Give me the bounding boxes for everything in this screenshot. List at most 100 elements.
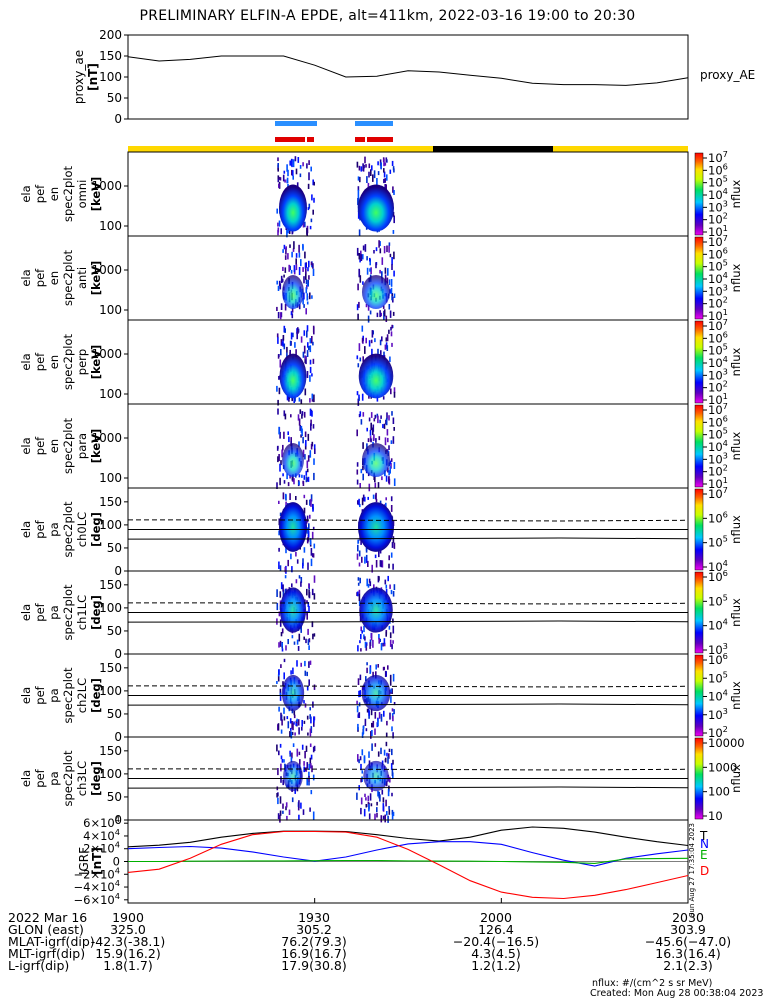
ephem-value: 1.8(1.7)	[103, 958, 153, 973]
spectrogram-speckle	[389, 681, 392, 686]
spectrogram-speckle	[312, 746, 315, 753]
spectrogram-speckle	[280, 763, 282, 772]
spectrogram-speckle	[288, 809, 291, 815]
spectrogram-speckle	[378, 712, 381, 719]
spectrogram-speckle	[366, 256, 368, 261]
colorbar-tick-label: 105	[708, 534, 728, 550]
spectrogram-speckle	[308, 346, 310, 351]
spectrogram-speckle	[378, 550, 380, 558]
spectrogram-speckle	[277, 408, 279, 415]
ephem-value: 305.2	[296, 922, 332, 937]
spectrogram-ylabel: pef	[33, 352, 47, 371]
spectrogram-speckle	[282, 584, 284, 592]
spectrogram-speckle	[380, 713, 383, 722]
spectrogram-speckle	[303, 304, 305, 308]
spectrogram-speckle	[386, 174, 388, 181]
spectrogram-speckle	[356, 705, 359, 713]
spectrogram-speckle	[280, 664, 282, 668]
spectrogram-speckle	[278, 750, 280, 756]
spectrogram-speckle	[306, 283, 309, 287]
spectrogram-speckle	[356, 700, 358, 705]
spectrogram-frame	[127, 403, 689, 489]
spectrogram-ytick-label: 100	[99, 471, 122, 485]
spectrogram-speckle	[283, 480, 286, 484]
spectrogram-speckle	[304, 660, 306, 667]
spectrogram-speckle	[312, 774, 315, 781]
spectrogram-speckle	[281, 278, 284, 283]
colorbar-tick-label: 106	[708, 568, 728, 584]
spectrogram-speckle	[357, 723, 359, 731]
spectrogram-speckle	[369, 429, 372, 436]
spectrogram-speckle	[280, 755, 283, 760]
colorbar-tick-label: 105	[708, 669, 728, 685]
units-note: nflux: #/(cm^2 s sr MeV)	[592, 978, 713, 989]
ephem-value: 76.2(79.3)	[281, 934, 347, 949]
spectrogram-speckle	[283, 759, 285, 763]
spectrogram-speckle	[385, 799, 387, 807]
spectrogram-ytick-label: 50	[107, 790, 122, 804]
spectrogram-speckle	[376, 801, 378, 806]
spectrogram-ytick-label: 0	[114, 564, 122, 578]
spectrogram-speckle	[313, 575, 316, 583]
spectrogram-speckle	[277, 179, 280, 183]
spectrogram-speckle	[305, 745, 308, 752]
spectrogram-speckle	[308, 589, 310, 598]
spectrogram-speckle	[300, 662, 302, 667]
spectrogram-speckle	[360, 254, 363, 261]
spectrogram-speckle	[278, 220, 281, 227]
spectrogram-ytick-label: 100	[99, 387, 122, 401]
spectrogram-speckle	[389, 584, 391, 589]
spectrogram-speckle	[309, 398, 311, 403]
spectrogram-speckle	[308, 605, 310, 613]
spectrogram-speckle	[298, 727, 300, 735]
spectrogram-speckle	[287, 721, 290, 729]
spectrogram-speckle	[300, 336, 303, 343]
spectrogram-speckle	[356, 391, 359, 396]
spectrogram-speckle	[370, 267, 372, 274]
spectrogram-speckle	[290, 332, 293, 340]
spectrogram-speckle	[361, 630, 363, 634]
spectrogram-speckle	[303, 507, 306, 514]
spectrogram-speckle	[307, 602, 310, 607]
spectrogram-speckle	[276, 681, 278, 684]
spectrogram-ytick-label: 50	[107, 541, 122, 555]
spectrogram-speckle	[313, 394, 315, 403]
spectrogram-speckle	[290, 158, 293, 166]
spectrogram-speckle	[385, 631, 387, 637]
spectrogram-speckle	[313, 472, 315, 481]
spectrogram-speckle	[391, 296, 393, 301]
spectrogram-speckle	[285, 802, 288, 808]
spectrogram-speckle	[368, 171, 370, 178]
spectrogram-panel-pa_spec2plot_ch2LC: 150 100 50 0 ela pef pa spec2plot ch2LC [deg] 106 1…	[19, 651, 743, 744]
spectrogram-speckle	[392, 211, 395, 217]
spectrogram-speckle	[278, 176, 281, 180]
spectrogram-ytick-label: 1000	[91, 263, 122, 277]
spectrogram-speckle	[357, 363, 360, 368]
spectrogram-speckle	[286, 716, 289, 720]
spectrogram-speckle	[366, 578, 368, 587]
spectrogram-speckle	[377, 790, 379, 797]
spectrogram-ytick-label: 50	[107, 624, 122, 638]
spectrogram-speckle	[302, 298, 304, 305]
spectrogram-speckle	[303, 636, 305, 640]
spectrogram-speckle	[382, 815, 385, 820]
ephem-value: 1.2(1.2)	[471, 958, 521, 973]
spectrogram-ytick-label: 100	[99, 518, 122, 532]
spectrogram-speckle	[303, 411, 306, 418]
spectrogram-speckle	[362, 726, 365, 735]
spectrogram-speckle	[367, 583, 370, 588]
spectrogram-speckle	[311, 194, 313, 201]
spectrogram-speckle	[306, 371, 309, 378]
spectrogram-speckle	[362, 465, 364, 471]
spectrogram-speckle	[308, 763, 311, 770]
spectrogram-speckle	[370, 803, 373, 807]
spectrogram-speckle	[283, 431, 285, 439]
spectrogram-speckle	[384, 670, 387, 677]
ephem-value: 325.0	[110, 922, 146, 937]
spectrogram-speckle	[284, 179, 286, 183]
spectrogram-speckle	[279, 512, 282, 516]
spectrogram-speckle	[385, 337, 388, 342]
spectrogram-speckle	[388, 279, 391, 286]
proxy-ae-legend: proxy_AE	[700, 68, 755, 82]
spectrogram-speckle	[308, 160, 310, 165]
